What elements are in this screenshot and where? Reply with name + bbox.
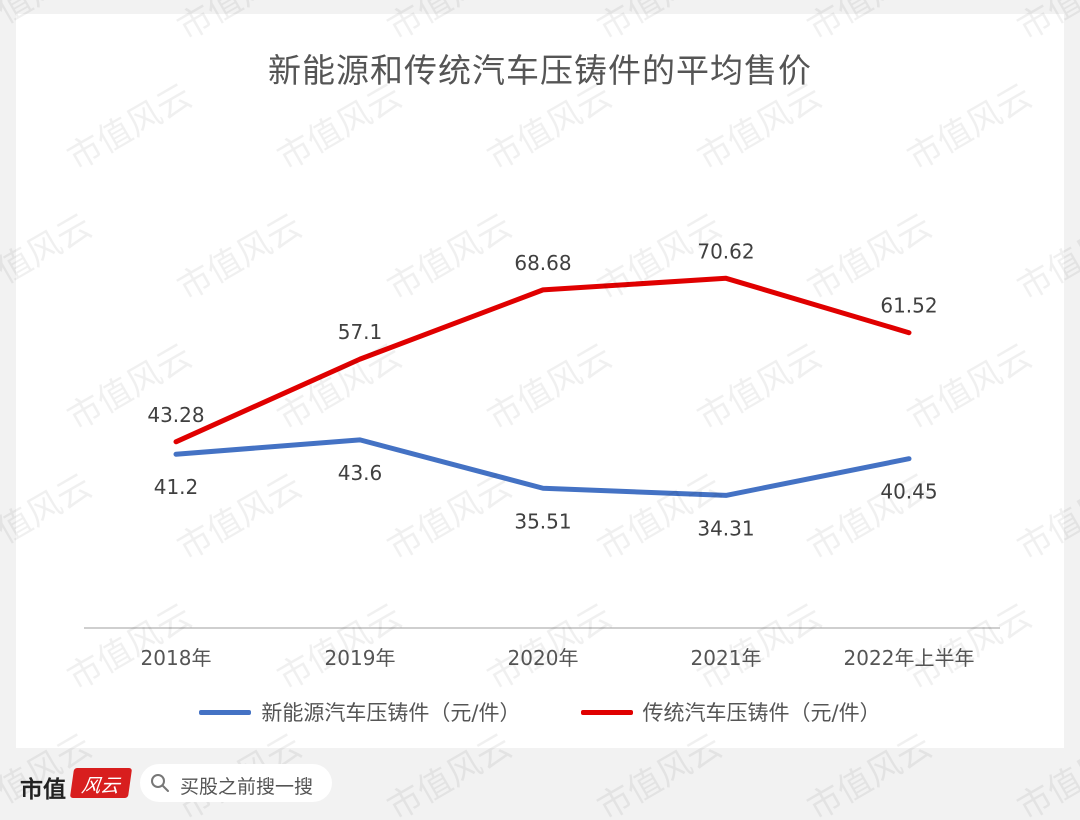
search-placeholder: 买股之前搜一搜 bbox=[180, 776, 314, 798]
line-chart: 2018年 2019年 2020年 2021年 2022年上半年 41.2 43.6 35.5… bbox=[84, 239, 1000, 670]
legend-item-traditional: 传统汽车压铸件（元/件） bbox=[580, 697, 881, 727]
footer-bar: 市值 风云 买股之前搜一搜 bbox=[0, 748, 1080, 820]
brand-name: 市值 bbox=[20, 776, 66, 803]
data-label: 35.51 bbox=[514, 509, 571, 533]
search-box[interactable]: 买股之前搜一搜 bbox=[140, 764, 332, 802]
search-icon bbox=[151, 774, 169, 792]
chart-title: 新能源和传统汽车压铸件的平均售价 bbox=[268, 51, 812, 90]
legend-item-new-energy: 新能源汽车压铸件（元/件） bbox=[199, 697, 521, 727]
x-tick-label: 2018年 bbox=[141, 646, 212, 670]
data-label: 43.28 bbox=[147, 403, 204, 427]
series-line-1 bbox=[173, 275, 912, 445]
legend: 新能源汽车压铸件（元/件） 传统汽车压铸件（元/件） bbox=[16, 697, 1064, 727]
x-tick-label: 2022年上半年 bbox=[844, 646, 975, 670]
legend-swatch-red bbox=[580, 709, 633, 715]
data-label: 70.62 bbox=[697, 239, 754, 263]
legend-swatch-blue bbox=[199, 709, 252, 715]
data-label: 41.2 bbox=[154, 475, 199, 499]
legend-label-traditional: 传统汽车压铸件（元/件） bbox=[642, 701, 881, 725]
data-label: 43.6 bbox=[338, 461, 383, 485]
brand-logo-text: 风云 bbox=[80, 775, 122, 797]
legend-label-new-energy: 新能源汽车压铸件（元/件） bbox=[261, 701, 521, 725]
data-label: 40.45 bbox=[880, 480, 937, 504]
x-tick-label: 2020年 bbox=[508, 646, 579, 670]
data-label: 68.68 bbox=[514, 251, 571, 275]
data-label: 57.1 bbox=[338, 320, 383, 344]
x-tick-label: 2021年 bbox=[691, 646, 762, 670]
data-label: 61.52 bbox=[880, 294, 937, 318]
x-tick-label: 2019年 bbox=[325, 646, 396, 670]
chart-card: 新能源和传统汽车压铸件的平均售价 2018年 2019年 2020年 2021年 202… bbox=[16, 14, 1064, 748]
data-label: 34.31 bbox=[697, 516, 754, 540]
brand-logo: 风云 bbox=[69, 768, 133, 798]
series-line-0 bbox=[173, 437, 912, 498]
